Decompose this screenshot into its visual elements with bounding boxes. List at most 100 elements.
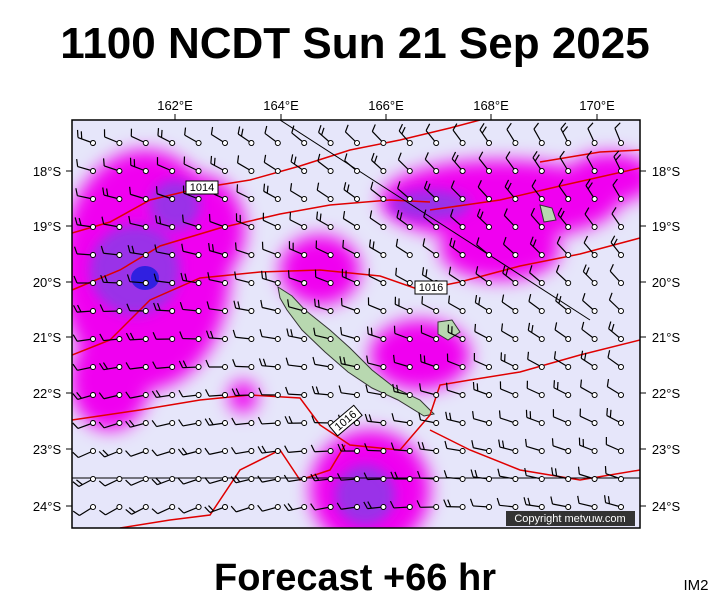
barb-feather: [604, 465, 607, 474]
barb-feather: [474, 323, 477, 332]
wind-barb: [341, 268, 360, 286]
barb-feather: [106, 188, 109, 197]
barb-feather: [605, 436, 607, 445]
barb-feather: [310, 444, 316, 452]
barb-feather: [504, 179, 510, 187]
barb-feather: [396, 384, 399, 393]
barb-station: [486, 308, 492, 314]
wind-barb: [312, 356, 334, 370]
barb-station: [538, 420, 545, 426]
barb-feather: [481, 126, 487, 134]
barb-feather: [421, 296, 424, 304]
wind-barb: [129, 157, 149, 174]
barb-station: [90, 476, 96, 482]
barb-station: [222, 252, 228, 258]
barb-station: [512, 140, 519, 146]
barb-feather: [160, 129, 163, 138]
barb-feather: [398, 298, 400, 307]
wind-barb: [524, 467, 545, 482]
wind-barb: [609, 263, 624, 286]
barb-station: [195, 392, 202, 398]
barb-station: [618, 252, 624, 258]
barb-feather: [529, 265, 533, 273]
barb-station: [512, 168, 519, 174]
barb-station: [486, 448, 492, 454]
barb-feather: [504, 354, 506, 362]
barb-feather: [454, 154, 459, 163]
barb-station: [565, 168, 572, 174]
barb-station: [222, 308, 228, 314]
barb-feather: [451, 326, 453, 334]
barb-feather: [533, 122, 540, 130]
barb-feather: [74, 217, 78, 225]
wind-barb: [205, 330, 228, 342]
wind-barb: [180, 272, 202, 286]
barb-feather: [72, 510, 80, 516]
barb-feather: [72, 393, 79, 400]
barb-station: [195, 420, 202, 426]
barb-feather: [478, 297, 481, 305]
barb-feather: [476, 237, 480, 245]
barb-station: [486, 420, 492, 426]
barb-feather: [287, 503, 293, 511]
barb-station: [538, 308, 545, 314]
barb-feather: [505, 268, 509, 276]
barb-station: [538, 168, 545, 174]
wind-barb: [476, 237, 492, 258]
wind-barb: [580, 379, 598, 398]
barb-feather: [364, 443, 368, 451]
barb-feather: [615, 154, 622, 161]
barb-station: [406, 196, 413, 202]
wind-barb: [419, 383, 440, 398]
wind-barb: [449, 237, 466, 258]
wind-barb: [99, 504, 123, 516]
wind-barb: [76, 129, 96, 146]
barb-feather: [285, 357, 289, 366]
wind-barb: [204, 476, 228, 485]
wind-barb: [393, 325, 413, 342]
barb-station: [301, 196, 308, 202]
barb-feather: [370, 327, 373, 336]
barb-station: [301, 140, 308, 146]
barb-feather: [419, 354, 422, 362]
barb-station: [142, 252, 149, 258]
wind-barb: [391, 413, 413, 426]
barb-feather: [472, 381, 475, 390]
barb-feather: [550, 496, 554, 505]
barb-feather: [423, 209, 427, 218]
wind-barb: [423, 209, 440, 230]
wind-barb: [530, 207, 545, 230]
wind-barb: [369, 210, 387, 230]
barb-station: [248, 336, 255, 342]
barb-feather: [319, 213, 322, 222]
wind-barb: [607, 350, 624, 370]
barb-station: [459, 392, 466, 398]
barb-station: [195, 476, 202, 482]
latitude-label: 24°S: [33, 499, 62, 514]
wind-barb: [394, 296, 413, 314]
barb-station: [274, 252, 281, 258]
barb-feather: [423, 355, 426, 364]
barb-feather: [443, 499, 448, 507]
barb-feather: [397, 152, 402, 160]
wind-barb: [342, 210, 360, 230]
wind-barb: [99, 304, 123, 314]
wind-barb: [551, 438, 572, 454]
barb-station: [406, 448, 413, 454]
barb-feather: [289, 212, 292, 220]
barb-station: [142, 196, 149, 202]
barb-feather: [523, 497, 527, 505]
barb-station: [380, 392, 387, 398]
barb-station: [538, 224, 545, 230]
barb-feather: [152, 361, 157, 369]
wind-barb: [342, 239, 360, 258]
wind-barb: [450, 180, 466, 202]
barb-feather: [443, 470, 448, 478]
barb-feather: [204, 418, 210, 426]
longitude-label: 162°E: [157, 98, 193, 113]
barb-station: [327, 364, 334, 370]
wind-barb: [397, 181, 413, 202]
wind-barb: [313, 327, 334, 342]
barb-feather: [507, 182, 512, 191]
barb-station: [116, 308, 123, 314]
